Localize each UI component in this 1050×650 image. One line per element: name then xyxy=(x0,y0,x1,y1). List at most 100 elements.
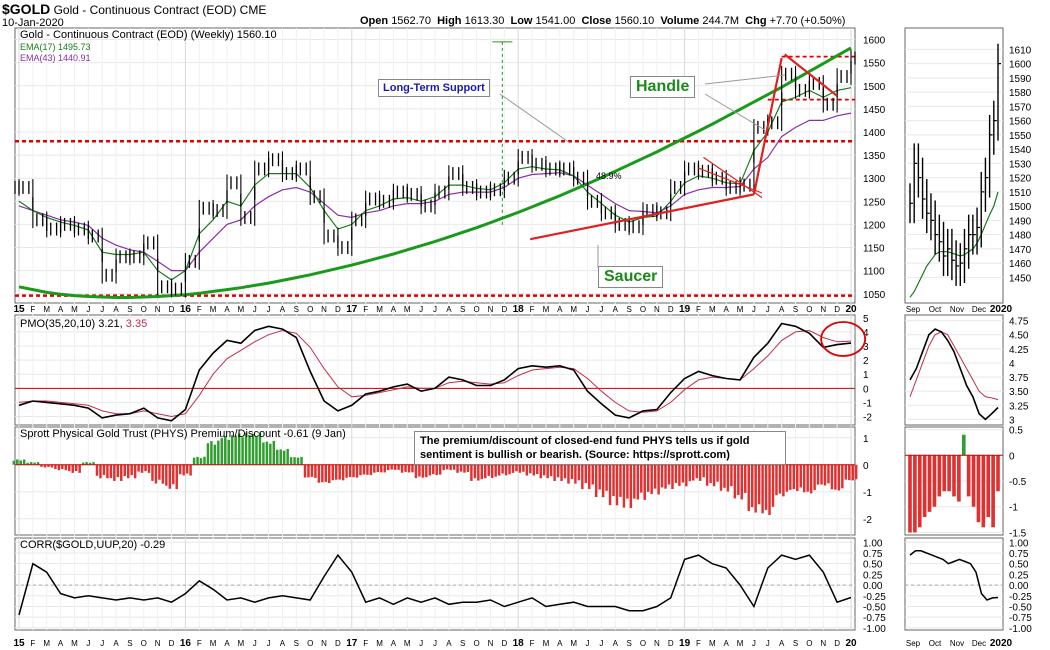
high-value: 1613.30 xyxy=(464,15,505,27)
phys-bar-58-1 xyxy=(820,464,823,485)
phys-bar-3-0 xyxy=(54,464,57,470)
ohlc-bar: Open 1562.70 High 1613.30 Low 1541.00 Cl… xyxy=(360,15,845,27)
daily-phys-bar-9 xyxy=(952,455,956,497)
phys-bar-57-0 xyxy=(802,464,806,493)
phys-bar-29-3 xyxy=(425,464,428,478)
symbol: $GOLD xyxy=(2,1,51,17)
flag-lower-line xyxy=(698,167,763,194)
phys-bar-32-1 xyxy=(459,464,463,472)
y-tick-price-3: 1200 xyxy=(863,220,886,231)
phys-bar-44-3 xyxy=(633,464,636,499)
x-tick-label-1-2: M xyxy=(43,639,50,648)
phys-bar-9-3 xyxy=(147,464,151,473)
phys-bar-16-1 xyxy=(237,433,241,465)
phys-bar-13-1 xyxy=(196,456,199,465)
x-tick-label-0-31: A xyxy=(446,305,452,314)
handle-callout-pointer-1 xyxy=(704,74,786,85)
phys-bar-51-3 xyxy=(730,464,733,487)
phys-bar-15-0 xyxy=(220,438,224,465)
phys-bar-44-0 xyxy=(622,464,626,508)
phys-bar-48-1 xyxy=(681,464,685,483)
x-tick-label-1-44: S xyxy=(626,639,631,648)
x-tick-label-0-35: D xyxy=(501,305,507,314)
daily-phys-bar-16 xyxy=(986,455,991,517)
close-label: Close xyxy=(581,15,612,27)
phys-bar-31-1 xyxy=(445,464,449,470)
y-tick-price-0: 1050 xyxy=(863,290,886,301)
phys-bar-1-0 xyxy=(26,462,29,465)
phys-bar-35-2 xyxy=(504,464,508,476)
phys-bar-9-1 xyxy=(140,464,144,473)
phys-bar-22-3 xyxy=(328,464,331,484)
handle-label: Handle xyxy=(630,76,696,98)
x-tick-label-0-51: A xyxy=(724,305,730,314)
phys-bar-10-0 xyxy=(151,464,154,481)
x-tick-label-1-33: O xyxy=(473,639,479,648)
phys-bar-60-3 xyxy=(854,464,858,480)
x-tick-label-1-9: O xyxy=(141,639,147,648)
y-tick-price-2: 1150 xyxy=(863,244,885,255)
daily-x-tick-label-0-4: 2020 xyxy=(990,304,1013,315)
phys-bar-49-3 xyxy=(702,464,705,478)
x-tick-label-1-27: A xyxy=(391,639,397,648)
y-tick-phys-0: -2 xyxy=(863,515,872,526)
phys-bar-55-0 xyxy=(775,464,778,496)
x-tick-label-0-40: M xyxy=(570,305,577,314)
daily-phys-bar-5 xyxy=(932,455,937,507)
phys-bar-17-1 xyxy=(251,433,255,465)
phys-bar-59-1 xyxy=(834,464,837,490)
phys-bar-59-2 xyxy=(837,464,841,491)
x-tick-label-0-21: O xyxy=(307,305,313,314)
corr-line xyxy=(18,553,852,616)
phys-bar-39-0 xyxy=(553,464,556,481)
phys-bar-31-0 xyxy=(442,464,445,471)
phys-bar-47-0 xyxy=(664,464,667,489)
phys-bar-16-3 xyxy=(244,432,248,465)
x-tick-label-1-45: O xyxy=(640,639,646,648)
daily-y-tick-price-16: 1610 xyxy=(1009,45,1032,56)
pmo-legend: PMO(35,20,10) 3.21, 3.35 xyxy=(20,318,148,330)
phys-bar-51-1 xyxy=(723,464,726,488)
daily-y-tick-phys-0: -1.5 xyxy=(1009,528,1027,539)
phys-bar-23-2 xyxy=(338,464,341,480)
phys-bar-56-3 xyxy=(799,464,802,488)
phys-bar-26-0 xyxy=(373,464,376,473)
x-tick-label-1-11: D xyxy=(169,639,175,648)
open-label: Open xyxy=(360,15,389,27)
daily-x-tick-label-0-1: Oct xyxy=(929,305,942,314)
phys-bar-24-2 xyxy=(352,464,355,478)
x-tick-label-1-47: D xyxy=(668,639,674,648)
phys-bar-39-1 xyxy=(556,464,560,478)
y-tick-corr-3: -0.25 xyxy=(863,592,886,603)
low-label: Low xyxy=(510,15,533,27)
ema43-legend-label: EMA(43) 1440.91 xyxy=(20,53,91,63)
saucer-label: Saucer xyxy=(598,266,664,288)
daily-x-tick-label-1-0: Sep xyxy=(906,639,921,648)
daily-phys-bar-3 xyxy=(922,455,927,517)
x-tick-label-1-37: F xyxy=(530,639,535,648)
phys-bar-26-3 xyxy=(383,464,386,473)
y-tick-pmo-6: 4 xyxy=(863,328,869,339)
phys-bar-36-2 xyxy=(518,464,522,473)
x-tick-label-1-60: 20 xyxy=(845,638,857,649)
phys-bar-37-3 xyxy=(536,464,539,474)
phys-bar-1-2 xyxy=(33,462,36,465)
phys-bar-57-2 xyxy=(809,464,813,494)
y-tick-phys-1: -1 xyxy=(863,488,872,499)
daily-phys-bar-18 xyxy=(996,455,1000,492)
daily-y-tick-phys-2: -0.5 xyxy=(1009,477,1027,488)
x-tick-label-1-31: A xyxy=(446,639,452,648)
phys-bar-25-0 xyxy=(359,464,362,476)
phys-bar-58-0 xyxy=(816,464,820,485)
phys-bar-53-3 xyxy=(757,464,761,505)
phys-bar-15-2 xyxy=(227,439,230,465)
phys-bar-24-0 xyxy=(345,464,348,478)
x-tick-label-0-48: 19 xyxy=(679,304,691,315)
phys-bar-19-3 xyxy=(286,448,289,465)
phys-bar-11-2 xyxy=(172,464,175,485)
daily-x-tick-label-1-4: 2020 xyxy=(990,638,1013,649)
x-tick-label-1-7: A xyxy=(113,639,119,648)
phys-bar-0-2 xyxy=(19,460,22,465)
phys-bar-53-2 xyxy=(754,464,757,513)
phys-bar-23-0 xyxy=(331,464,334,481)
